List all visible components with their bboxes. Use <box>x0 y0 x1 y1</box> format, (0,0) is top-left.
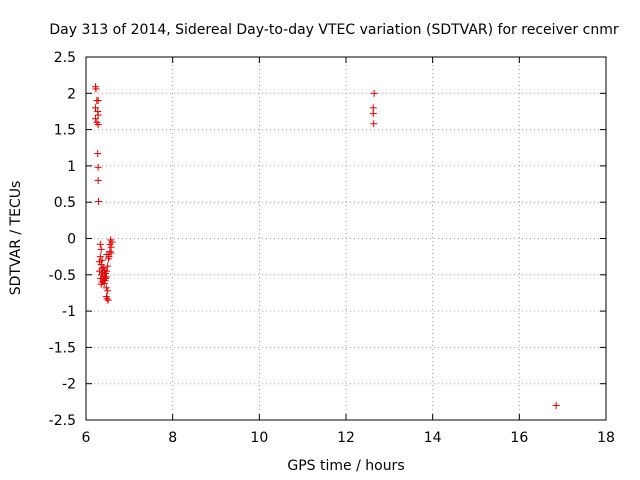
y-tick-label: 1.5 <box>54 123 76 139</box>
data-point <box>103 295 111 303</box>
data-point <box>104 287 112 295</box>
data-point <box>104 262 112 270</box>
data-points <box>92 83 560 409</box>
data-point <box>369 110 377 118</box>
y-tick-label: 0.5 <box>54 195 76 211</box>
data-point <box>370 89 378 97</box>
data-point <box>95 258 103 266</box>
y-tick-label: 0 <box>67 232 76 248</box>
y-tick-label: -1.5 <box>49 340 76 356</box>
y-tick-label: -1 <box>62 304 76 320</box>
data-point <box>94 150 102 158</box>
data-point <box>103 267 111 275</box>
y-tick-label: -2.5 <box>49 413 76 429</box>
data-point <box>95 267 103 275</box>
data-point <box>95 197 103 205</box>
x-axis-label: GPS time / hours <box>287 458 404 474</box>
data-point <box>96 253 104 261</box>
data-point <box>105 253 113 261</box>
chart-title: Day 313 of 2014, Sidereal Day-to-day VTE… <box>49 22 618 38</box>
data-point <box>97 245 105 253</box>
grid <box>86 57 606 420</box>
x-tick-label: 18 <box>597 430 615 446</box>
data-point <box>102 284 110 292</box>
data-point <box>552 401 560 409</box>
x-tick-label: 8 <box>168 430 177 446</box>
data-point <box>94 111 102 119</box>
y-axis-label: SDTVAR / TECUs <box>8 181 24 296</box>
data-point <box>100 280 108 288</box>
y-tick-label: 2.5 <box>54 50 76 66</box>
data-point <box>94 176 102 184</box>
data-point <box>99 264 107 272</box>
x-tick-label: 14 <box>424 430 442 446</box>
data-point <box>92 85 100 93</box>
data-point <box>102 274 109 282</box>
y-tick-labels: 2.5 2 1.5 1 0.5 0 -0.5 -1 -1.5 -2 -2.5 <box>49 50 76 429</box>
y-tick-label: 2 <box>67 86 76 102</box>
y-tick-label: -0.5 <box>49 268 76 284</box>
y-tick-label: -2 <box>62 377 76 393</box>
x-tick-label: 10 <box>250 430 268 446</box>
data-point <box>106 248 114 256</box>
data-point <box>97 280 105 288</box>
data-point <box>107 236 115 244</box>
data-point <box>94 163 102 171</box>
plot-frame <box>85 56 607 421</box>
data-point <box>96 240 104 248</box>
data-point <box>104 296 112 304</box>
data-point <box>94 121 102 129</box>
x-tick-label: 12 <box>337 430 355 446</box>
x-tick-label: 6 <box>82 430 91 446</box>
data-point <box>107 249 115 257</box>
data-point <box>92 104 100 112</box>
x-tick-labels: 6 8 10 12 14 16 18 <box>82 430 615 446</box>
data-point <box>94 97 102 105</box>
data-point <box>370 120 378 128</box>
data-point <box>92 115 100 123</box>
x-tick-label: 16 <box>510 430 528 446</box>
y-tick-label: 1 <box>67 159 76 175</box>
